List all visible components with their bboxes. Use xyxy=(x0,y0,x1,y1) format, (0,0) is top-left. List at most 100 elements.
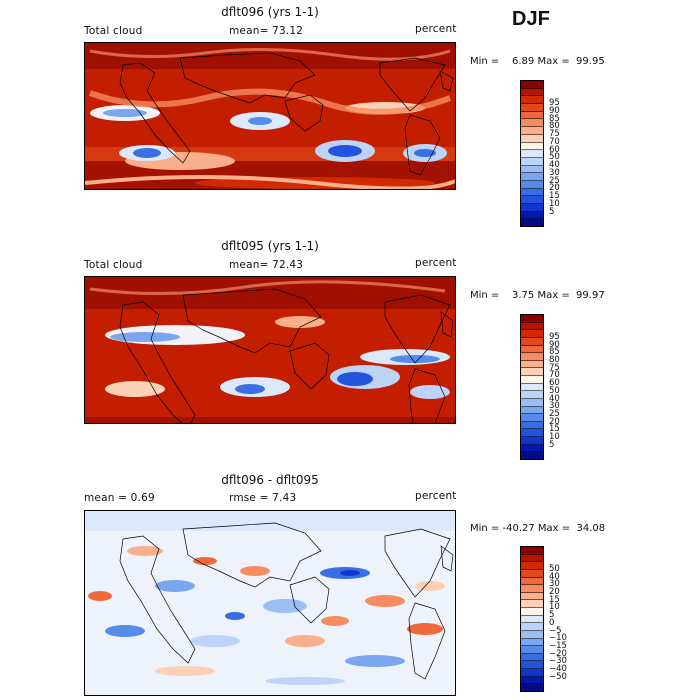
colorbar-tick-label: 40 xyxy=(549,393,560,404)
colorbar-swatch xyxy=(521,315,543,323)
colorbar-swatch xyxy=(521,134,543,143)
colorbar-swatch xyxy=(521,180,543,189)
colorbar-tick-label: 50 xyxy=(549,152,560,163)
colorbar-swatch xyxy=(521,353,543,361)
panel3-map xyxy=(84,510,456,696)
colorbar-tick-label: 75 xyxy=(549,362,560,373)
colorbar-tick-label: 5 xyxy=(549,206,555,217)
colorbar-tick-label: 85 xyxy=(549,113,560,124)
colorbar-swatch xyxy=(521,337,543,346)
colorbar-tick-label: 80 xyxy=(549,121,560,132)
colorbar-swatch xyxy=(521,684,543,691)
colorbar-tick-label: 70 xyxy=(549,136,560,147)
panel1-minmax: Min = 6.89 Max = 99.95 xyxy=(470,56,605,67)
panel1-colorbar xyxy=(520,80,544,227)
colorbar-swatch xyxy=(521,173,543,181)
colorbar-tick-label: 30 xyxy=(549,167,560,178)
panel1-mean-label: mean= 73.12 xyxy=(229,25,304,37)
colorbar-swatch xyxy=(521,368,543,376)
colorbar-tick-label: 30 xyxy=(549,579,560,590)
colorbar-swatch xyxy=(521,577,543,586)
colorbar-tick-label: 50 xyxy=(549,385,560,396)
colorbar-swatch xyxy=(521,569,543,578)
colorbar-swatch xyxy=(521,150,543,158)
panel3-rmse-label: rmse = 7.43 xyxy=(229,492,297,504)
colorbar-swatch xyxy=(521,630,543,639)
season-label: DJF xyxy=(512,8,550,30)
panel1-units: percent xyxy=(415,23,457,35)
colorbar-tick-label: 5 xyxy=(549,610,555,621)
colorbar-tick-label: 60 xyxy=(549,378,560,389)
colorbar-tick-label: 40 xyxy=(549,571,560,582)
colorbar-swatch xyxy=(521,547,543,555)
colorbar-tick-label: 20 xyxy=(549,587,560,598)
panel2-title: dflt095 (yrs 1-1) xyxy=(221,239,319,253)
panel1-variable-label: Total cloud xyxy=(84,25,143,37)
colorbar-swatch xyxy=(521,188,543,197)
colorbar-swatch xyxy=(521,376,543,384)
colorbar-tick-label: 25 xyxy=(549,408,560,419)
colorbar-swatch xyxy=(521,119,543,128)
colorbar-swatch xyxy=(521,111,543,120)
colorbar-tick-label: 95 xyxy=(549,332,560,343)
colorbar-swatch xyxy=(521,360,543,369)
colorbar-swatch xyxy=(521,322,543,331)
colorbar-swatch xyxy=(521,452,543,459)
panel2-colorbar xyxy=(520,314,544,460)
panel1-title: dflt096 (yrs 1-1) xyxy=(221,5,319,19)
colorbar-swatch xyxy=(521,421,543,430)
colorbar-tick-label: 50 xyxy=(549,564,560,575)
colorbar-swatch xyxy=(521,414,543,422)
colorbar-swatch xyxy=(521,196,543,204)
panel2-variable-label: Total cloud xyxy=(84,259,143,271)
panel3-units: percent xyxy=(415,490,457,502)
colorbar-swatch xyxy=(521,127,543,135)
colorbar-tick-label: 90 xyxy=(549,105,560,116)
colorbar-tick-label: −15 xyxy=(549,640,567,651)
colorbar-swatch xyxy=(521,345,543,354)
colorbar-tick-label: 95 xyxy=(549,98,560,109)
colorbar-tick-label: −5 xyxy=(549,625,562,636)
colorbar-tick-label: −50 xyxy=(549,671,567,682)
colorbar-swatch xyxy=(521,592,543,601)
colorbar-swatch xyxy=(521,204,543,212)
panel2-minmax: Min = 3.75 Max = 99.97 xyxy=(470,290,605,301)
colorbar-swatch xyxy=(521,444,543,453)
colorbar-swatch xyxy=(521,653,543,662)
colorbar-swatch xyxy=(521,165,543,174)
colorbar-tick-label: 20 xyxy=(549,416,560,427)
panel3-minmax: Min = -40.27 Max = 34.08 xyxy=(470,523,606,534)
colorbar-tick-label: 10 xyxy=(549,602,560,613)
colorbar-swatch xyxy=(521,646,543,654)
colorbar-tick-label: −30 xyxy=(549,656,567,667)
colorbar-tick-label: −40 xyxy=(549,663,567,674)
colorbar-swatch xyxy=(521,211,543,220)
colorbar-tick-label: 15 xyxy=(549,191,560,202)
colorbar-swatch xyxy=(521,96,543,105)
panel3-mean-label: mean = 0.69 xyxy=(84,492,155,504)
colorbar-swatch xyxy=(521,104,543,112)
panel3-title: dflt096 - dflt095 xyxy=(221,473,319,487)
colorbar-swatch xyxy=(521,81,543,89)
colorbar-tick-label: 15 xyxy=(549,594,560,605)
colorbar-swatch xyxy=(521,608,543,616)
colorbar-swatch xyxy=(521,383,543,392)
colorbar-tick-label: 0 xyxy=(549,617,555,628)
colorbar-tick-label: 85 xyxy=(549,347,560,358)
colorbar-tick-label: 70 xyxy=(549,370,560,381)
colorbar-swatch xyxy=(521,142,543,151)
colorbar-tick-label: 10 xyxy=(549,198,560,209)
colorbar-tick-label: 90 xyxy=(549,339,560,350)
colorbar-tick-label: 75 xyxy=(549,129,560,140)
panel2-mean-label: mean= 72.43 xyxy=(229,259,304,271)
colorbar-tick-label: 20 xyxy=(549,183,560,194)
colorbar-swatch xyxy=(521,330,543,338)
panel1-map xyxy=(84,42,456,190)
panel2-map xyxy=(84,276,456,424)
colorbar-swatch xyxy=(521,391,543,399)
colorbar-swatch xyxy=(521,554,543,563)
colorbar-tick-label: −20 xyxy=(549,648,567,659)
colorbar-swatch xyxy=(521,429,543,437)
colorbar-tick-label: −10 xyxy=(549,633,567,644)
colorbar-tick-label: 5 xyxy=(549,439,555,450)
